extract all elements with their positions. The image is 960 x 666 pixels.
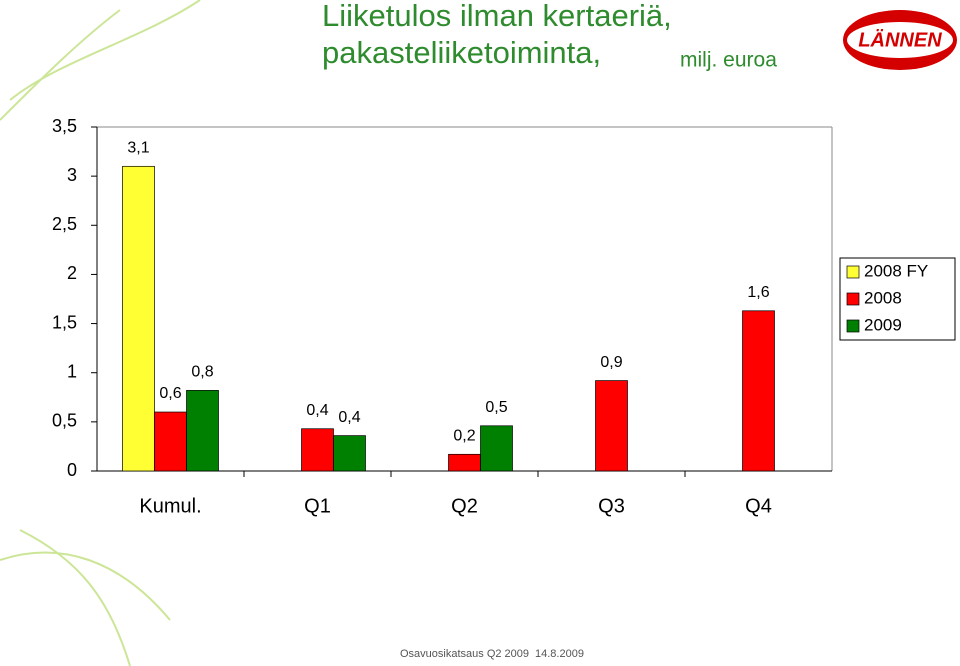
plant-stem — [0, 551, 171, 621]
plant-stem — [9, 0, 201, 101]
legend-swatch — [846, 319, 860, 333]
data-label: 0,4 — [306, 402, 328, 419]
legend-swatch — [846, 292, 860, 306]
decoration — [0, 0, 201, 666]
bar — [595, 380, 628, 472]
x-tick-label: Q1 — [304, 495, 331, 517]
footer-date: 14.8.2009 — [535, 648, 584, 660]
bar — [154, 411, 187, 472]
unit: milj. euroa — [680, 49, 777, 72]
plant-stem — [19, 529, 131, 666]
bar — [122, 165, 155, 472]
data-label: 0,9 — [600, 354, 622, 371]
plant-stem — [0, 9, 121, 121]
bar — [742, 310, 775, 472]
bar — [186, 390, 219, 472]
data-label: 0,4 — [338, 409, 360, 426]
y-tick-label: 3,5 — [52, 116, 77, 136]
logo-band — [847, 22, 953, 58]
logo: LÄNNEN — [843, 10, 957, 70]
bar — [333, 435, 366, 472]
y-tick-label: 2,5 — [52, 214, 77, 234]
legend-label: 2008 — [864, 288, 902, 307]
bar — [480, 425, 513, 472]
data-label: 0,2 — [453, 428, 475, 445]
y-tick-label: 0,5 — [52, 411, 77, 431]
y-tick-label: 1 — [67, 361, 77, 381]
y-tick-label: 2 — [67, 263, 77, 283]
bar — [448, 453, 481, 472]
x-tick-label: Q3 — [598, 495, 625, 517]
legend-label: 2009 — [864, 315, 902, 334]
legend-swatch — [846, 265, 860, 279]
y-tick-label: 3 — [67, 165, 77, 185]
x-tick-label: Q2 — [451, 495, 478, 517]
x-tick-label: Q4 — [745, 495, 772, 517]
y-tick-label: 0 — [67, 460, 77, 480]
x-tick-label: Kumul. — [139, 495, 201, 517]
data-label: 0,8 — [191, 364, 213, 381]
logo-text: LÄNNEN — [858, 28, 942, 51]
chart-subtitle: pakasteliiketoiminta, — [322, 35, 601, 70]
legend-label: 2008 FY — [864, 261, 928, 280]
bar — [301, 428, 334, 472]
y-tick-label: 1,5 — [52, 312, 77, 332]
footer-text: Osavuosikatsaus Q2 2009 — [400, 648, 529, 660]
data-label: 3,1 — [127, 140, 149, 157]
data-label: 0,5 — [485, 399, 507, 416]
data-label: 0,6 — [159, 385, 181, 402]
chart-title: Liiketulos ilman kertaeriä, — [322, 0, 672, 33]
data-label: 1,6 — [747, 284, 769, 301]
